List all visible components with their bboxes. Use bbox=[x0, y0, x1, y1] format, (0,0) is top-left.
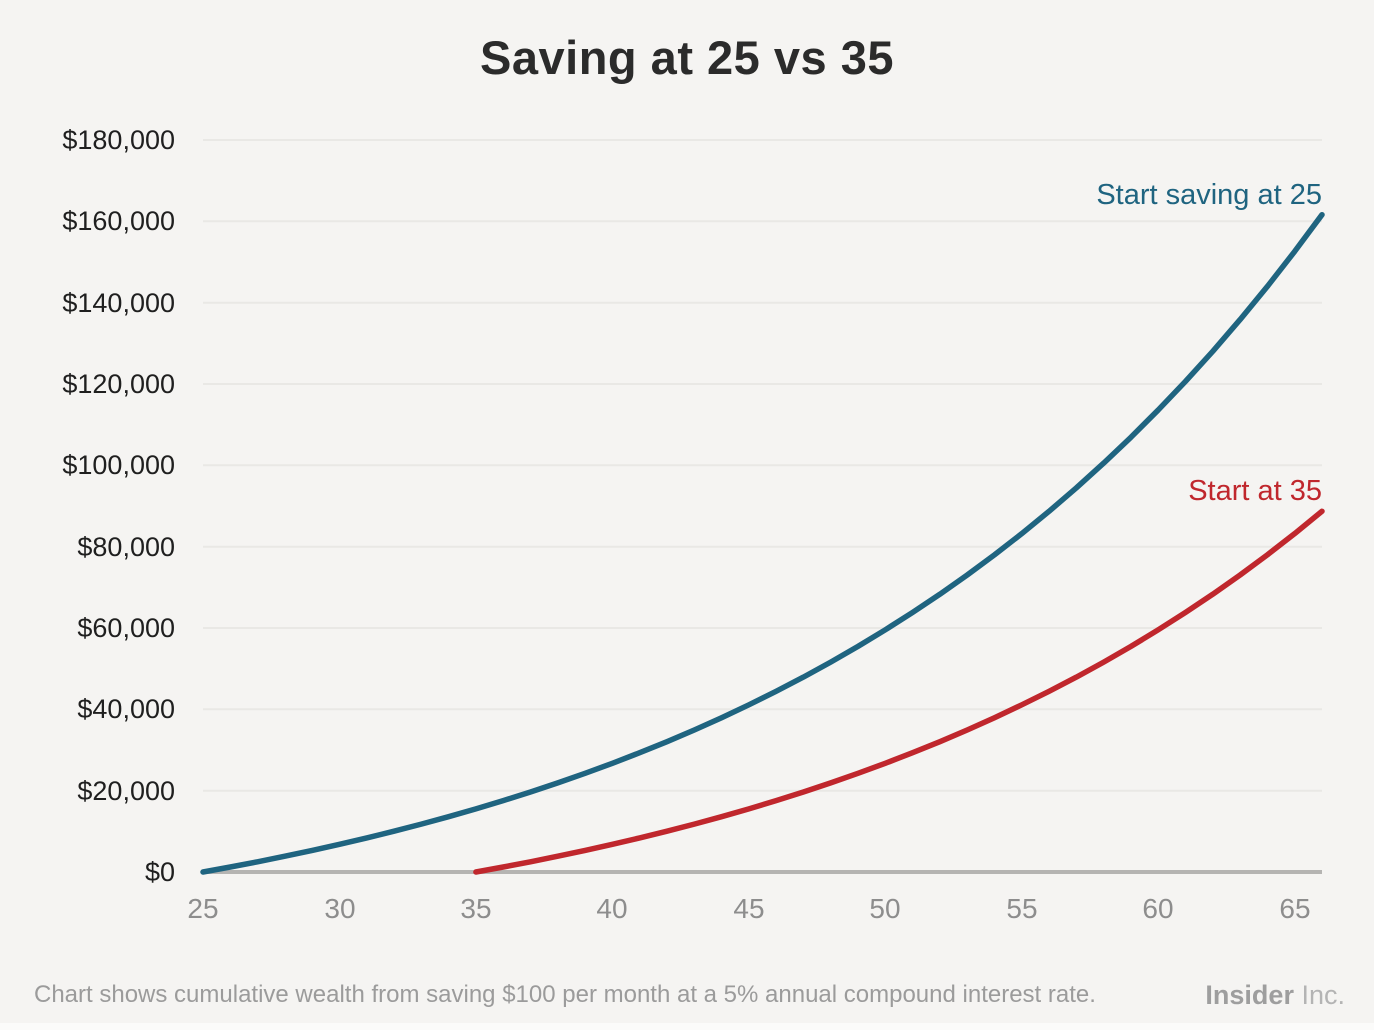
chart-title: Saving at 25 vs 35 bbox=[480, 31, 894, 84]
y-tick-label: $180,000 bbox=[62, 125, 175, 155]
x-tick-label: 60 bbox=[1142, 893, 1174, 924]
x-tick-label: 35 bbox=[460, 893, 492, 924]
chart-footnote: Chart shows cumulative wealth from savin… bbox=[34, 981, 1096, 1008]
y-tick-label: $40,000 bbox=[77, 694, 175, 724]
x-tick-label: 55 bbox=[1006, 893, 1038, 924]
x-tick-label: 50 bbox=[869, 893, 901, 924]
series-label-start-saving-at-25: Start saving at 25 bbox=[1096, 179, 1322, 211]
insider-inc-logo: Insider Inc. bbox=[1205, 980, 1345, 1011]
y-tick-label: $160,000 bbox=[62, 206, 175, 236]
y-tick-label: $60,000 bbox=[77, 613, 175, 643]
brand-suffix: Inc. bbox=[1301, 980, 1345, 1010]
x-tick-label: 45 bbox=[733, 893, 765, 924]
x-tick-label: 30 bbox=[324, 893, 356, 924]
series-label-start-at-35: Start at 35 bbox=[1188, 475, 1322, 507]
x-tick-label: 25 bbox=[187, 893, 219, 924]
y-tick-label: $80,000 bbox=[77, 532, 175, 562]
x-tick-label: 40 bbox=[596, 893, 628, 924]
y-tick-label: $100,000 bbox=[62, 450, 175, 480]
y-tick-label: $0 bbox=[144, 857, 175, 887]
brand-name: Insider bbox=[1205, 980, 1294, 1010]
y-tick-label: $140,000 bbox=[62, 288, 175, 318]
x-tick-label: 65 bbox=[1279, 893, 1311, 924]
bottom-edge-strip bbox=[0, 1023, 1374, 1030]
y-tick-label: $120,000 bbox=[62, 369, 175, 399]
y-tick-label: $20,000 bbox=[77, 776, 175, 806]
